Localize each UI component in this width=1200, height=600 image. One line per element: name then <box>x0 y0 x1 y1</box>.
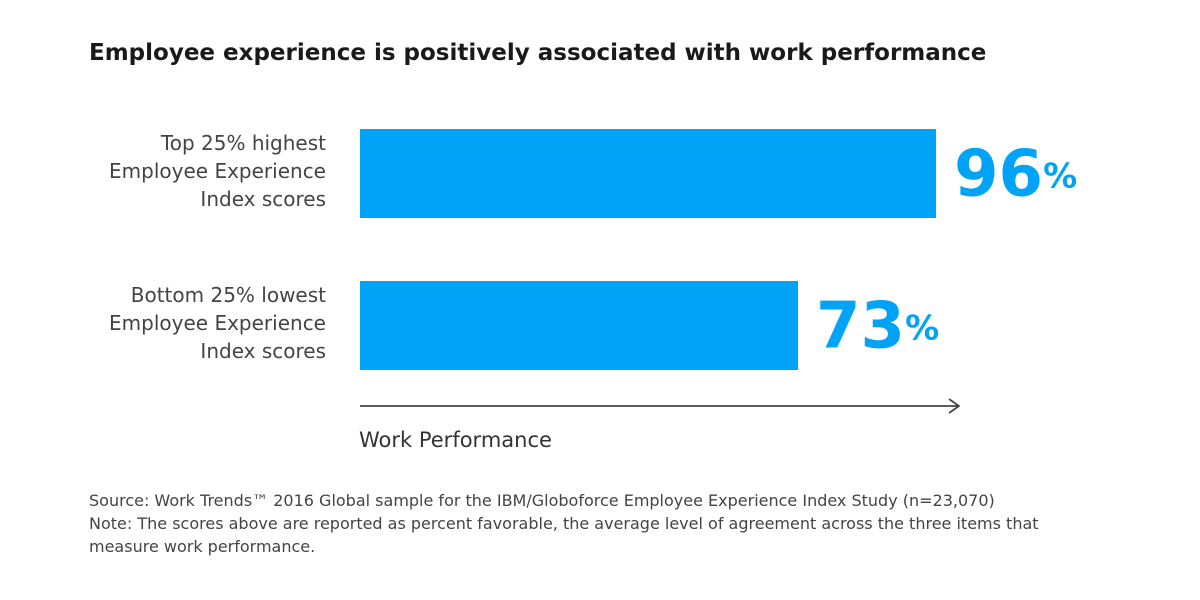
value-label: 73% <box>816 289 939 363</box>
x-axis-label: Work Performance <box>359 428 552 452</box>
bar <box>360 281 798 370</box>
category-label: Top 25% highest Employee Experience Inde… <box>109 130 326 211</box>
chart-title: Employee experience is positively associ… <box>89 40 987 66</box>
source-note: Source: Work Trends™ 2016 Global sample … <box>89 491 995 510</box>
footnote: Note: The scores above are reported as p… <box>89 514 1039 556</box>
category-label: Bottom 25% lowest Employee Experience In… <box>109 282 326 363</box>
bar <box>360 129 936 218</box>
value-label: 96% <box>954 137 1077 211</box>
